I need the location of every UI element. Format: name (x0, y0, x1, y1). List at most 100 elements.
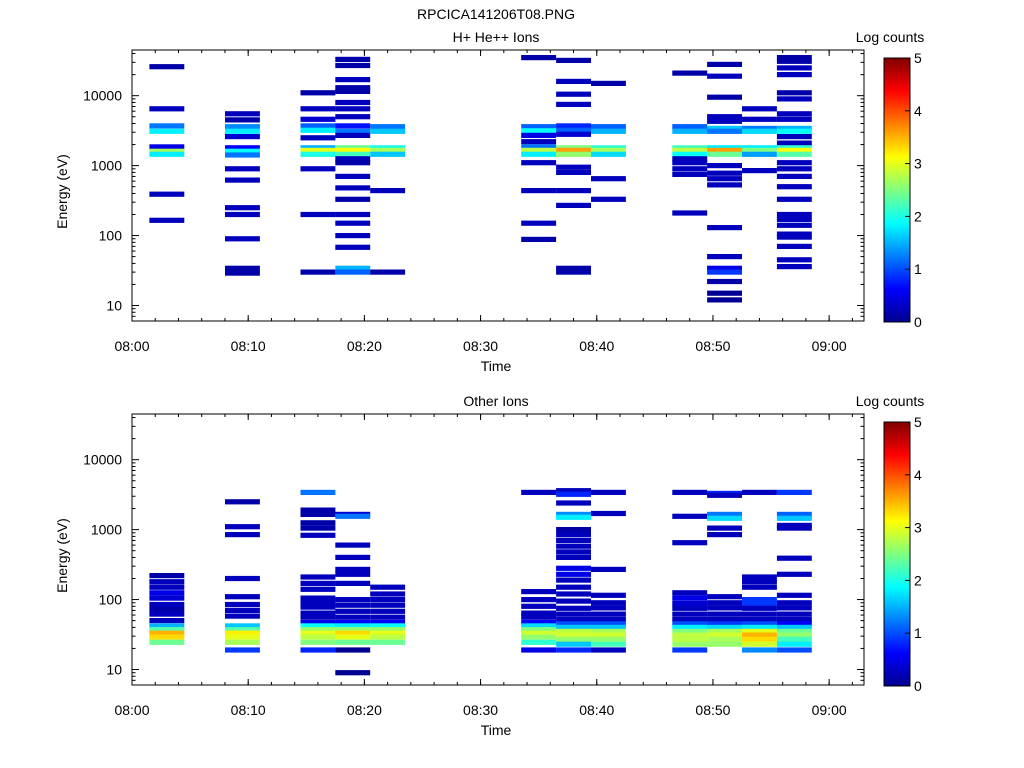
heatmap-cell (556, 605, 591, 611)
heatmap-cell (370, 634, 406, 640)
heatmap-cell (776, 166, 812, 172)
heatmap-cell (707, 225, 742, 231)
heatmap-cell (672, 124, 708, 130)
heatmap-cell (556, 624, 591, 630)
heatmap-cell (225, 607, 260, 613)
heatmap-cell (776, 134, 812, 140)
heatmap-cell (521, 139, 557, 145)
heatmap-cell (225, 524, 260, 530)
y-tick-label: 10 (106, 661, 122, 677)
heatmap-cell (707, 616, 742, 622)
heatmap-cell (225, 177, 260, 183)
heatmap-cell (300, 574, 336, 580)
x-tick-label: 08:30 (463, 702, 498, 718)
heatmap-cell (521, 647, 557, 653)
heatmap-cell (591, 616, 626, 622)
heatmap-cell (225, 166, 260, 172)
heatmap-cell (370, 124, 406, 130)
heatmap-cells (149, 488, 812, 676)
heatmap-cell (225, 627, 260, 633)
heatmap-cell (225, 613, 260, 619)
heatmap-cell (335, 88, 371, 94)
heatmap-cell (225, 532, 260, 538)
x-tick-label: 09:00 (812, 702, 847, 718)
x-tick-label: 08:00 (114, 338, 149, 354)
heatmap-cell (300, 639, 336, 645)
heatmap-cell (335, 77, 371, 83)
heatmap-cell (556, 549, 591, 555)
heatmap-cell (672, 595, 708, 601)
heatmap-cell (556, 647, 591, 653)
heatmap-cell (335, 99, 371, 106)
heatmap-cell (149, 64, 185, 70)
heatmap-cell (335, 566, 371, 572)
heatmap-cell (707, 147, 742, 153)
heatmap-cell (776, 196, 812, 202)
heatmap-cell (300, 600, 336, 606)
heatmap-cell (776, 489, 812, 495)
heatmap-cell (521, 220, 557, 226)
heatmap-cell (707, 594, 742, 600)
y-tick-label: 10000 (83, 88, 122, 104)
panel-title: Other Ions (463, 393, 528, 409)
heatmap-cell (300, 610, 336, 616)
heatmap-cell (707, 492, 742, 498)
heatmap-cell (370, 602, 406, 608)
heatmap-cell (225, 499, 260, 505)
heatmap-cell (707, 600, 742, 606)
heatmap-cell (672, 210, 708, 216)
heatmap-cell (225, 634, 260, 640)
heatmap-cell (149, 106, 185, 112)
heatmap-cell (591, 621, 626, 627)
heatmap-cell (776, 145, 812, 151)
heatmap-cell (149, 217, 185, 223)
heatmap-cell (225, 134, 260, 140)
colorbar-tick-label: 1 (914, 261, 922, 277)
heatmap-cell (742, 647, 777, 653)
heatmap-cell (591, 151, 626, 157)
heatmap-cell (556, 511, 591, 517)
heatmap-cell (707, 145, 742, 151)
heatmap-cell (149, 630, 185, 636)
heatmap-cell (742, 168, 777, 174)
colorbar-tick-label: 3 (914, 156, 922, 172)
heatmap-cell (300, 634, 336, 640)
heatmap-cell (335, 233, 371, 239)
heatmap-cell (335, 211, 371, 218)
heatmap-cell (300, 166, 336, 172)
heatmap-cell (707, 297, 742, 303)
heatmap-cell (300, 90, 336, 96)
heatmap-cell (335, 630, 371, 636)
x-tick-label: 09:00 (812, 338, 847, 354)
heatmap-cell (300, 604, 336, 610)
heatmap-cell (591, 611, 626, 617)
heatmap-cell (300, 123, 336, 129)
heatmap-cell (521, 124, 557, 130)
heatmap-cell (742, 628, 777, 634)
heatmap-cell (335, 151, 371, 157)
heatmap-cell (521, 634, 557, 640)
heatmap-cell (672, 70, 708, 76)
heatmap-cell (335, 513, 371, 519)
heatmap-cell (225, 211, 260, 218)
heatmap-cell (370, 627, 406, 633)
heatmap-cell (335, 244, 371, 250)
y-axis-label: Energy (eV) (54, 518, 70, 593)
heatmap-cell (707, 163, 742, 169)
heatmap-cell (556, 514, 591, 520)
heatmap-cell (672, 166, 708, 172)
heatmap-cell (742, 605, 777, 611)
heatmap-cell (300, 520, 336, 526)
heatmap-cell (742, 145, 777, 151)
heatmap-cell (300, 135, 336, 141)
heatmap-cell (591, 636, 626, 642)
heatmap-cell (335, 542, 371, 548)
x-tick-label: 08:40 (579, 338, 614, 354)
heatmap-cell (556, 91, 591, 97)
colorbar: Log counts 0 1 2 3 4 5 (856, 393, 925, 694)
panel-other-ions: 08:00 08:10 08:20 08:30 08:40 08:50 09:0010100… (54, 393, 924, 738)
heatmap-cell (521, 188, 557, 194)
heatmap-cell (591, 632, 626, 638)
figure-title: RPCICA141206T08.PNG (417, 6, 575, 22)
heatmap-cell (591, 80, 626, 86)
